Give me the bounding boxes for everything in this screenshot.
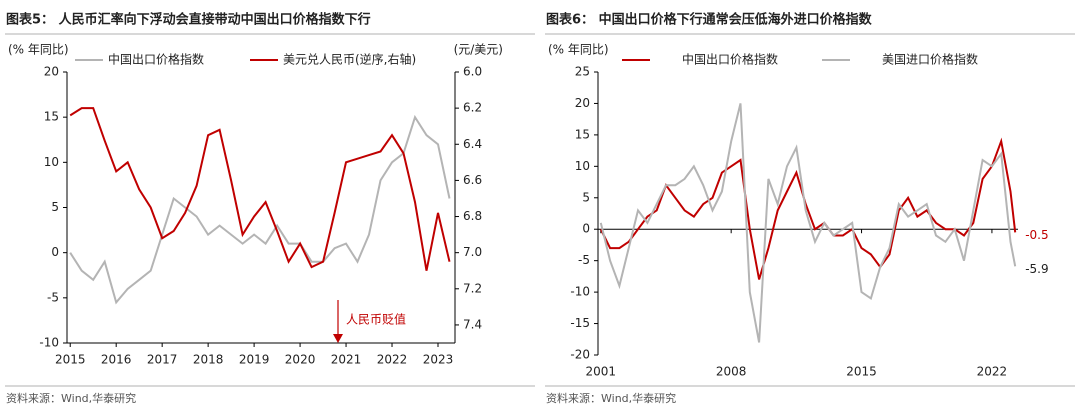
y-tick-label: -10 <box>570 285 590 299</box>
legend-label: 中国出口价格指数 <box>682 52 778 67</box>
source: 资料来源：Wind,华泰研究 <box>546 391 676 405</box>
y-tick-label: -5 <box>578 253 590 267</box>
legend-label: 美国进口价格指数 <box>882 52 978 67</box>
x-tick-label: 2022 <box>377 353 408 367</box>
y-tick-label: -5 <box>47 290 59 304</box>
series-line <box>599 137 1017 280</box>
y2-tick-label: 6.4 <box>463 137 482 151</box>
x-tick-label: 2020 <box>285 353 316 367</box>
x-tick-label: 2015 <box>846 365 877 379</box>
y2-tick-label: 7.0 <box>463 245 482 259</box>
x-tick-label: 2021 <box>331 353 362 367</box>
legend-label: 中国出口价格指数 <box>108 52 204 67</box>
y2-tick-label: 7.4 <box>463 317 482 331</box>
annotation: 人民币贬值 <box>346 312 406 327</box>
series-line <box>69 107 451 271</box>
y2-tick-label: 6.2 <box>463 101 482 115</box>
x-tick-label: 2019 <box>239 353 270 367</box>
series-line <box>599 103 1017 343</box>
y-tick-label: 10 <box>575 159 590 173</box>
annotation-arrowhead <box>333 334 343 343</box>
y-tick-label: 20 <box>44 65 59 79</box>
y-axis-label: (% 年同比) <box>548 43 609 57</box>
y-tick-label: 25 <box>575 65 590 79</box>
y2-axis-label: (元/美元) <box>454 43 503 57</box>
y-axis-label: (% 年同比) <box>8 43 69 57</box>
y-tick-label: -10 <box>39 336 59 350</box>
x-tick-label: 2018 <box>193 353 224 367</box>
x-tick-label: 2015 <box>55 353 86 367</box>
x-tick-label: 2017 <box>147 353 178 367</box>
y2-tick-label: 6.0 <box>463 65 482 79</box>
x-tick-label: 2023 <box>423 353 454 367</box>
x-tick-label: 2022 <box>977 365 1008 379</box>
y2-tick-label: 6.8 <box>463 209 482 223</box>
chart-title: 图表5： 人民币汇率向下浮动会直接带动中国出口价格指数下行 <box>6 12 371 28</box>
y-tick-label: 0 <box>582 222 590 236</box>
y-tick-label: 5 <box>51 200 59 214</box>
legend-label: 美元兑人民币(逆序,右轴) <box>283 52 416 67</box>
chart-title: 图表6： 中国出口价格下行通常会压低海外进口价格指数 <box>546 12 873 28</box>
annotation: -0.5 <box>1025 228 1048 242</box>
y-tick-label: 20 <box>575 96 590 110</box>
y-tick-label: -20 <box>570 348 590 362</box>
y-tick-label: 15 <box>575 127 590 141</box>
y-tick-label: 0 <box>51 245 59 259</box>
x-tick-label: 2008 <box>716 365 747 379</box>
series-line <box>69 114 451 305</box>
source: 资料来源：Wind,华泰研究 <box>6 391 136 405</box>
x-tick-label: 2016 <box>101 353 132 367</box>
x-tick-label: 2001 <box>586 365 617 379</box>
y-tick-label: -15 <box>570 316 590 330</box>
annotation: -5.9 <box>1025 262 1048 276</box>
y2-tick-label: 7.2 <box>463 281 482 295</box>
y-tick-label: 5 <box>582 190 590 204</box>
y-tick-label: 15 <box>44 110 59 124</box>
y-tick-label: 10 <box>44 155 59 169</box>
y2-tick-label: 6.6 <box>463 173 482 187</box>
